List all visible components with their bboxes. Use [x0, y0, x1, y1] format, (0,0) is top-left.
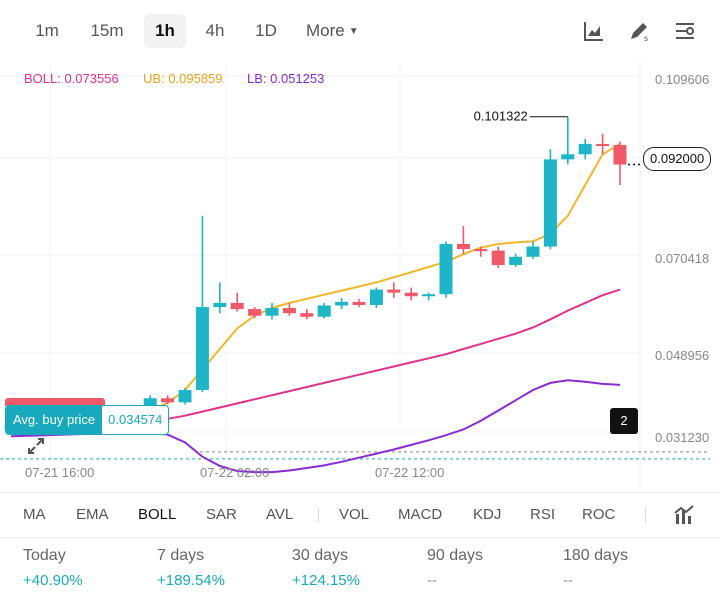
- candle-body: [369, 289, 383, 305]
- indicator-sar[interactable]: SAR: [206, 506, 237, 523]
- stat-30-days: 30 days +124.15%: [292, 547, 360, 589]
- candle-body: [317, 305, 331, 317]
- candle-body: [230, 302, 244, 310]
- stat-period: 180 days: [563, 547, 628, 564]
- expand-icon[interactable]: [26, 436, 46, 456]
- indicator-bar: MA EMA BOLL SAR AVL VOL MACD KDJ RSI ROC: [0, 492, 720, 538]
- indicator-kdj[interactable]: KDJ: [473, 506, 502, 523]
- stat-90-days: 90 days --: [427, 547, 483, 589]
- candle-body: [248, 309, 262, 316]
- timeframe-1h[interactable]: 1h: [144, 14, 186, 48]
- stat-value: +124.15%: [292, 572, 360, 589]
- candle-body: [596, 144, 610, 147]
- indicator-rsi[interactable]: RSI: [530, 506, 556, 523]
- stat-period: 30 days: [292, 547, 349, 564]
- legend-boll: BOLL: 0.073556: [24, 71, 119, 86]
- timeframe-1m[interactable]: 1m: [35, 21, 59, 40]
- candle-body: [526, 246, 540, 257]
- avg-buy-price-value: 0.034574: [108, 412, 163, 427]
- indicator-ema[interactable]: EMA: [76, 506, 109, 523]
- sell-marker-tab: [5, 398, 105, 406]
- candle-body: [439, 243, 453, 295]
- candle-body: [509, 256, 523, 265]
- high-price-label: 0.101322: [474, 109, 528, 124]
- stat-value: --: [563, 572, 573, 589]
- stat-value: +189.54%: [157, 572, 225, 589]
- candle-body: [300, 313, 314, 317]
- time-axis-label: 07-22 02:00: [200, 465, 270, 480]
- more-label: More: [306, 21, 345, 40]
- order-count-badge[interactable]: 2: [610, 408, 638, 434]
- more-dropdown[interactable]: More ▼: [306, 14, 359, 48]
- candle-body: [456, 243, 470, 250]
- avg-buy-price-label: Avg. buy price: [6, 406, 103, 434]
- candle-body: [265, 308, 279, 316]
- stat-value: +40.90%: [23, 572, 83, 589]
- timeframe-4h[interactable]: 4h: [205, 21, 225, 40]
- draw-pen-icon[interactable]: s: [627, 19, 651, 43]
- candle-body: [404, 292, 418, 297]
- indicator-ma[interactable]: MA: [23, 506, 46, 523]
- settings-icon[interactable]: [673, 19, 697, 43]
- stat-period: 7 days: [157, 547, 205, 564]
- candle-body: [335, 301, 349, 306]
- time-axis-label: 07-21 16:00: [25, 465, 95, 480]
- indicator-divider: [645, 507, 646, 523]
- candle-body: [561, 154, 575, 160]
- candle-body: [161, 398, 175, 403]
- candle-body: [578, 144, 592, 155]
- candle-body: [282, 308, 296, 314]
- svg-text:s: s: [644, 34, 648, 43]
- indicator-macd[interactable]: MACD: [398, 506, 443, 523]
- indicator-settings-icon[interactable]: [673, 504, 695, 526]
- indicator-boll[interactable]: BOLL: [138, 506, 177, 523]
- candle-body: [178, 390, 192, 403]
- chart-type-icon[interactable]: [582, 19, 606, 43]
- caret-down-icon: ▼: [348, 26, 359, 37]
- candle-body: [213, 302, 227, 308]
- candle-body: [352, 301, 366, 305]
- candle-body: [543, 159, 557, 247]
- timeframe-bar: 1m 15m 1h 4h 1D More ▼ s: [0, 0, 720, 62]
- candle-body: [613, 145, 627, 165]
- stat-180-days: 180 days --: [563, 547, 628, 589]
- candle-body: [491, 250, 505, 265]
- timeframe-15m[interactable]: 15m: [90, 21, 124, 40]
- stat-period: Today: [23, 547, 66, 564]
- stat-7-days: 7 days +189.54%: [157, 547, 225, 589]
- indicator-avl[interactable]: AVL: [266, 506, 294, 523]
- current-price-tag: 0.092000: [643, 147, 712, 171]
- price-axis-label: 0.109606: [655, 72, 710, 87]
- time-axis-label: 07-22 12:00: [375, 465, 445, 480]
- stat-value: --: [427, 572, 437, 589]
- indicator-divider: [318, 507, 319, 523]
- price-axis-label: 0.070418: [655, 251, 710, 266]
- boll-upper-band-line: [10, 143, 621, 419]
- candle-body: [422, 294, 436, 297]
- timeframe-1d[interactable]: 1D: [255, 21, 277, 40]
- legend-lb: LB: 0.051253: [247, 71, 325, 86]
- price-axis-label: 0.048956: [655, 348, 710, 363]
- stat-today: Today +40.90%: [23, 547, 83, 589]
- indicator-roc[interactable]: ROC: [582, 506, 616, 523]
- candle-body: [474, 249, 488, 252]
- avg-buy-price-tag[interactable]: Avg. buy price 0.034574: [5, 405, 170, 435]
- price-axis-label: 0.031230: [655, 430, 710, 445]
- indicator-vol[interactable]: VOL: [339, 506, 370, 523]
- stat-period: 90 days: [427, 547, 484, 564]
- legend-ub: UB: 0.095859: [143, 71, 223, 86]
- candle-body: [387, 289, 401, 293]
- candle-body: [195, 307, 209, 391]
